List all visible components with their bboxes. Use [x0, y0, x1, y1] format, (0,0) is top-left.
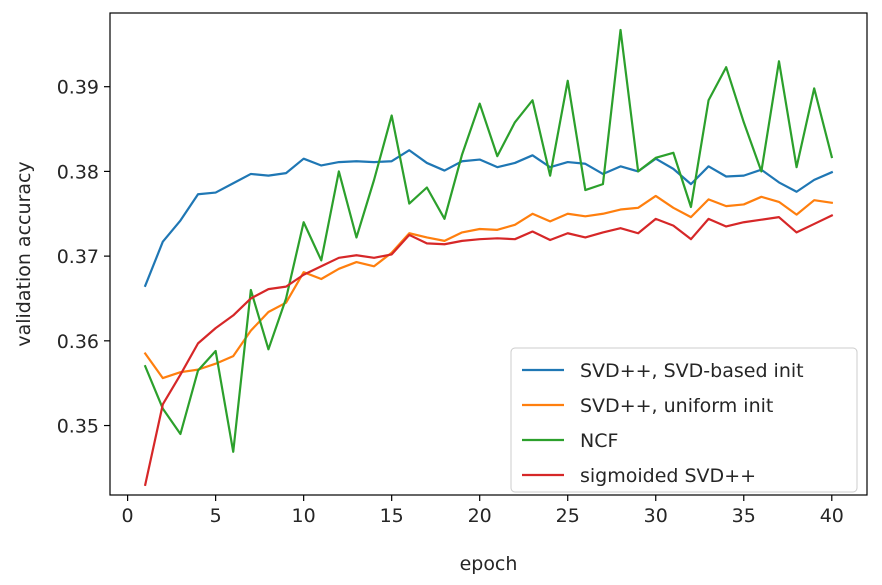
- x-tick-label: 10: [292, 505, 316, 527]
- legend-label-2: SVD++, uniform init: [580, 395, 773, 417]
- x-tick-label: 40: [820, 505, 844, 527]
- y-axis-ticks: 0.35 0.36 0.37 0.38 0.39: [57, 77, 110, 438]
- x-axis-ticks: 0 5 10 15 20 25 30 35 40: [122, 495, 844, 527]
- x-tick-label: 30: [644, 505, 668, 527]
- legend-label-1: SVD++, SVD-based init: [580, 360, 804, 382]
- x-tick-label: 35: [732, 505, 756, 527]
- y-axis-label: validation accuracy: [13, 161, 35, 346]
- x-tick-label: 25: [556, 505, 580, 527]
- legend-box: [510, 347, 858, 493]
- legend-label-4: sigmoided SVD++: [580, 465, 756, 487]
- x-tick-label: 20: [468, 505, 492, 527]
- y-tick-label: 0.35: [57, 416, 99, 438]
- series-line-3: [143, 28, 834, 453]
- series-line-4: [143, 213, 834, 487]
- y-tick-label: 0.36: [57, 331, 99, 353]
- plot-frame: [109, 12, 868, 496]
- series-layer: [143, 28, 834, 487]
- x-tick-label: 5: [210, 505, 222, 527]
- legend: SVD++, SVD-based init SVD++, uniform init…: [510, 347, 858, 493]
- series-line-1: [143, 149, 834, 288]
- y-tick-label: 0.39: [57, 77, 99, 99]
- legend-label-3: NCF: [580, 430, 618, 452]
- y-tick-label: 0.37: [57, 246, 99, 268]
- x-axis-label: epoch: [460, 553, 518, 575]
- x-tick-label: 0: [122, 505, 134, 527]
- x-tick-label: 15: [380, 505, 404, 527]
- y-tick-label: 0.38: [57, 161, 99, 183]
